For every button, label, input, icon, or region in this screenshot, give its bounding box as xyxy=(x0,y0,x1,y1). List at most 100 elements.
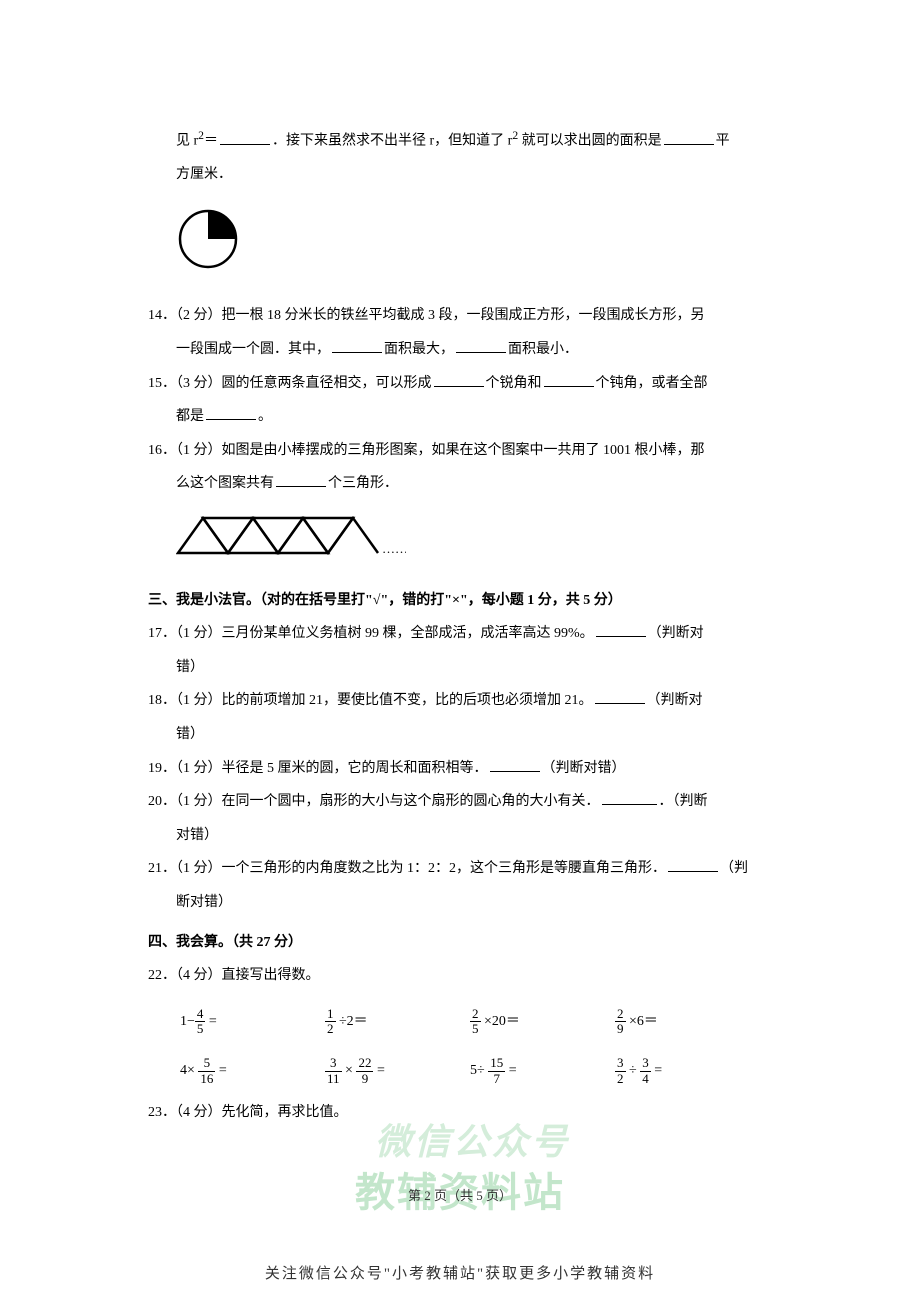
q18-t2: （判断对 xyxy=(647,693,703,708)
q21-line2: 断对错） xyxy=(148,886,772,920)
den: 7 xyxy=(488,1072,505,1086)
fraction: 29 xyxy=(615,1007,626,1037)
q19-line1: 19．（1 分）半径是 5 厘米的圆，它的周长和面积相等． （判断对错） xyxy=(148,752,772,786)
fraction: 45 xyxy=(195,1007,206,1037)
fraction: 34 xyxy=(640,1056,651,1086)
fraction: 12 xyxy=(325,1007,336,1037)
q16-line2: 么这个图案共有 个三角形． xyxy=(148,467,772,501)
blank xyxy=(456,339,506,353)
t: ÷2＝ xyxy=(336,1014,368,1029)
q18-line1: 18．（1 分）比的前项增加 21，要使比值不变，比的后项也必须增加 21。 （判… xyxy=(148,684,772,718)
t: = xyxy=(373,1063,384,1078)
q18-t1: 18．（1 分）比的前项增加 21，要使比值不变，比的后项也必须增加 21。 xyxy=(148,693,593,708)
q20-line2: 对错） xyxy=(148,819,772,853)
den: 2 xyxy=(615,1072,626,1086)
den: 5 xyxy=(470,1022,481,1036)
calc-cell: 12 ÷2＝ xyxy=(321,997,466,1047)
q17-line1: 17．（1 分）三月份某单位义务植树 99 棵，全部成活，成活率高达 99%。（… xyxy=(148,617,772,651)
blank xyxy=(434,373,484,387)
num: 3 xyxy=(640,1056,651,1071)
q14-line2: 一段围成一个圆．其中， 面积最大， 面积最小． xyxy=(148,333,772,367)
q20-line1: 20．（1 分）在同一个圆中，扇形的大小与这个扇形的圆心角的大小有关． ．（判断 xyxy=(148,785,772,819)
calc-cell: 4× 516 = xyxy=(176,1046,321,1096)
num: 5 xyxy=(198,1056,215,1071)
calc-cell: 1−45 = xyxy=(176,997,321,1047)
num: 1 xyxy=(325,1007,336,1022)
calc-cell: 32 ÷ 34 = xyxy=(611,1046,756,1096)
q21-t1: 21．（1 分）一个三角形的内角度数之比为 1：2：2，这个三角形是等腰直角三角… xyxy=(148,861,666,876)
calc-cell: 25 ×20＝ xyxy=(466,997,611,1047)
q15-t5: 。 xyxy=(258,409,272,424)
q15-t3: 个钝角，或者全部 xyxy=(596,376,708,391)
num: 2 xyxy=(615,1007,626,1022)
fraction: 25 xyxy=(470,1007,481,1037)
blank xyxy=(206,406,256,420)
num: 3 xyxy=(615,1056,626,1071)
q17-line2: 错） xyxy=(148,651,772,685)
q20-t2: ．（判断 xyxy=(659,794,708,809)
q22-title: 22．（4 分）直接写出得数。 xyxy=(148,959,772,993)
calc-cell: 29 ×6＝ xyxy=(611,997,756,1047)
q19-t2: （判断对错） xyxy=(542,761,626,776)
den: 2 xyxy=(325,1022,336,1036)
fraction: 516 xyxy=(198,1056,215,1086)
q13-eq: ＝ xyxy=(204,134,218,149)
blank xyxy=(220,131,270,145)
q14-line1: 14．（2 分）把一根 18 分米长的铁丝平均截成 3 段，一段围成正方形，一段… xyxy=(148,299,772,333)
t: = xyxy=(205,1014,216,1029)
den: 4 xyxy=(640,1072,651,1086)
blank xyxy=(276,473,326,487)
q15-t4: 都是 xyxy=(176,409,204,424)
den: 9 xyxy=(615,1022,626,1036)
section3-title: 三、我是小法官。（对的在括号里打"√"，错的打"×"，每小题 1 分，共 5 分… xyxy=(148,584,772,618)
blank xyxy=(602,791,657,805)
blank xyxy=(490,758,540,772)
den: 11 xyxy=(325,1072,342,1086)
q14-t3: 面积最小． xyxy=(508,342,578,357)
q13-text4: 平 xyxy=(716,134,730,149)
section4-title: 四、我会算。（共 27 分） xyxy=(148,926,772,960)
q13-text3: 就可以求出圆的面积是 xyxy=(518,134,662,149)
q13-line1: 见 r2＝．接下来虽然求不出半径 r，但知道了 r2 就可以求出圆的面积是平 xyxy=(148,122,772,158)
q19-t1: 19．（1 分）半径是 5 厘米的圆，它的周长和面积相等． xyxy=(148,761,488,776)
q14-t1: 一段围成一个圆．其中， xyxy=(176,342,330,357)
t: 1− xyxy=(180,1014,195,1029)
svg-text:……: …… xyxy=(382,541,406,556)
q15-t2: 个锐角和 xyxy=(486,376,542,391)
t: = xyxy=(215,1063,226,1078)
den: 9 xyxy=(356,1072,373,1086)
q21-line1: 21．（1 分）一个三角形的内角度数之比为 1：2：2，这个三角形是等腰直角三角… xyxy=(148,852,772,886)
t: = xyxy=(505,1063,516,1078)
q23-title: 23．（4 分）先化简，再求比值。 xyxy=(148,1096,772,1130)
blank xyxy=(664,131,714,145)
q15-t1: 15．（3 分）圆的任意两条直径相交，可以形成 xyxy=(148,376,432,391)
t: 5÷ xyxy=(470,1063,488,1078)
den: 16 xyxy=(198,1072,215,1086)
q15-line1: 15．（3 分）圆的任意两条直径相交，可以形成 个锐角和 个钝角，或者全部 xyxy=(148,367,772,401)
q14-t2: 面积最大， xyxy=(384,342,454,357)
calc-cell: 311 × 229 = xyxy=(321,1046,466,1096)
q15-line2: 都是 。 xyxy=(148,400,772,434)
q21-t2: （判 xyxy=(720,861,748,876)
document-content: 见 r2＝．接下来虽然求不出半径 r，但知道了 r2 就可以求出圆的面积是平 方… xyxy=(148,122,772,1130)
q13-text2: ．接下来虽然求不出半径 r，但知道了 r xyxy=(272,134,512,149)
table-row: 1−45 = 12 ÷2＝ 25 ×20＝ 29 ×6＝ xyxy=(176,997,756,1047)
calc-table: 1−45 = 12 ÷2＝ 25 ×20＝ 29 ×6＝ 4× 516 = 31… xyxy=(176,997,756,1096)
t: ×20＝ xyxy=(481,1014,520,1029)
bottom-note: 关注微信公众号"小考教辅站"获取更多小学教辅资料 xyxy=(0,1262,920,1283)
t: ÷ xyxy=(626,1063,641,1078)
blank xyxy=(544,373,594,387)
fraction: 157 xyxy=(488,1056,505,1086)
num: 4 xyxy=(195,1007,206,1022)
num: 15 xyxy=(488,1056,505,1071)
t: × xyxy=(342,1063,357,1078)
blank xyxy=(596,623,646,637)
fraction: 229 xyxy=(356,1056,373,1086)
calc-cell: 5÷ 157 = xyxy=(466,1046,611,1096)
q16-t2: 个三角形． xyxy=(328,476,398,491)
q16-t1: 么这个图案共有 xyxy=(176,476,274,491)
triangles-diagram-icon: …… xyxy=(176,513,406,558)
fraction: 311 xyxy=(325,1056,342,1086)
q16-line1: 16．（1 分）如图是由小棒摆成的三角形图案，如果在这个图案中一共用了 1001… xyxy=(148,434,772,468)
q20-t1: 20．（1 分）在同一个圆中，扇形的大小与这个扇形的圆心角的大小有关． xyxy=(148,794,600,809)
